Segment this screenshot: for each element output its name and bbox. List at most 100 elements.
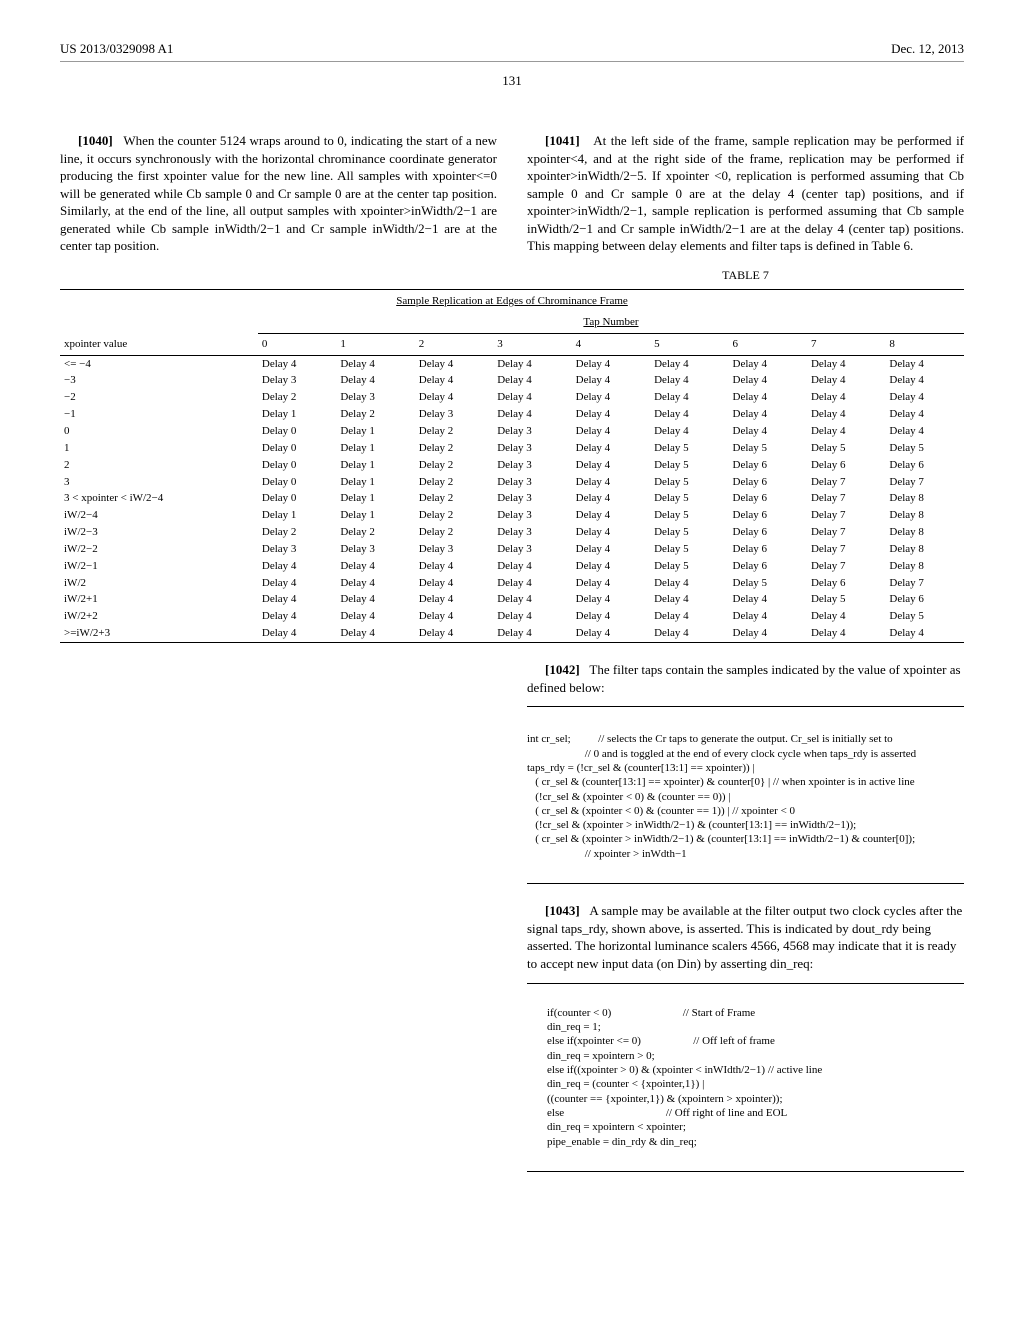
- cell: Delay 0: [258, 440, 336, 457]
- cell: Delay 2: [415, 457, 493, 474]
- cell: Delay 3: [493, 490, 571, 507]
- cell: Delay 1: [258, 507, 336, 524]
- cell: Delay 4: [415, 591, 493, 608]
- cell: Delay 4: [572, 608, 650, 625]
- table-row: 3Delay 0Delay 1Delay 2Delay 3Delay 4Dela…: [60, 474, 964, 491]
- table-row: iW/2−4Delay 1Delay 1Delay 2Delay 3Delay …: [60, 507, 964, 524]
- cell: Delay 5: [729, 575, 807, 592]
- cell: Delay 4: [258, 625, 336, 642]
- cell: Delay 4: [650, 389, 728, 406]
- cell: Delay 6: [729, 507, 807, 524]
- cell: Delay 1: [336, 423, 414, 440]
- cell: Delay 4: [336, 355, 414, 372]
- cell: Delay 4: [650, 372, 728, 389]
- para-number: [1042]: [545, 662, 580, 677]
- para-text: A sample may be available at the filter …: [527, 903, 962, 971]
- cell: Delay 2: [415, 490, 493, 507]
- cell: Delay 4: [336, 558, 414, 575]
- cell: Delay 4: [572, 541, 650, 558]
- cell: Delay 6: [729, 524, 807, 541]
- cell: Delay 4: [807, 625, 885, 642]
- row-key: −2: [60, 389, 258, 406]
- tap-col-header: 6: [729, 333, 807, 355]
- cell: Delay 4: [415, 558, 493, 575]
- cell: Delay 4: [336, 591, 414, 608]
- cell: Delay 4: [415, 389, 493, 406]
- cell: Delay 4: [493, 372, 571, 389]
- cell: Delay 4: [336, 608, 414, 625]
- cell: Delay 4: [885, 389, 964, 406]
- cell: Delay 4: [729, 591, 807, 608]
- cell: Delay 4: [493, 406, 571, 423]
- cell: Delay 4: [729, 372, 807, 389]
- cell: Delay 5: [650, 507, 728, 524]
- row-key: iW/2+2: [60, 608, 258, 625]
- cell: Delay 4: [572, 575, 650, 592]
- cell: Delay 5: [650, 474, 728, 491]
- cell: Delay 4: [415, 608, 493, 625]
- cell: Delay 4: [415, 372, 493, 389]
- cell: Delay 4: [807, 406, 885, 423]
- table-row: iW/2+1Delay 4Delay 4Delay 4Delay 4Delay …: [60, 591, 964, 608]
- tap-col-header: 0: [258, 333, 336, 355]
- cell: Delay 8: [885, 490, 964, 507]
- cell: Delay 4: [258, 355, 336, 372]
- cell: Delay 3: [493, 423, 571, 440]
- cell: Delay 6: [729, 474, 807, 491]
- para-text: At the left side of the frame, sample re…: [527, 133, 964, 253]
- cell: Delay 4: [807, 372, 885, 389]
- cell: Delay 4: [885, 625, 964, 642]
- paragraph-1041: [1041] At the left side of the frame, sa…: [527, 132, 964, 255]
- tap-col-header: 3: [493, 333, 571, 355]
- cell: Delay 3: [493, 507, 571, 524]
- cell: Delay 0: [258, 474, 336, 491]
- cell: Delay 2: [258, 389, 336, 406]
- cell: Delay 2: [415, 423, 493, 440]
- table-row: iW/2−3Delay 2Delay 2Delay 2Delay 3Delay …: [60, 524, 964, 541]
- cell: Delay 7: [807, 558, 885, 575]
- para-text: When the counter 5124 wraps around to 0,…: [60, 133, 497, 253]
- table7-container: TABLE 7: [512, 267, 964, 283]
- code-text: if(counter < 0) // Start of Frame din_re…: [547, 1007, 822, 1148]
- cell: Delay 7: [807, 474, 885, 491]
- row-key: iW/2−2: [60, 541, 258, 558]
- cell: Delay 5: [650, 558, 728, 575]
- cell: Delay 4: [572, 372, 650, 389]
- table-row: <= −4Delay 4Delay 4Delay 4Delay 4Delay 4…: [60, 355, 964, 372]
- right-continuation: [1042] The filter taps contain the sampl…: [512, 661, 964, 1172]
- cell: Delay 4: [885, 406, 964, 423]
- cell: Delay 7: [885, 575, 964, 592]
- cell: Delay 4: [336, 625, 414, 642]
- cell: Delay 7: [807, 541, 885, 558]
- para-number: [1041]: [545, 133, 580, 148]
- cell: Delay 7: [807, 524, 885, 541]
- cell: Delay 4: [258, 591, 336, 608]
- cell: Delay 1: [336, 440, 414, 457]
- cell: Delay 5: [885, 440, 964, 457]
- para-number: [1040]: [78, 133, 113, 148]
- table-row: −3Delay 3Delay 4Delay 4Delay 4Delay 4Del…: [60, 372, 964, 389]
- row-key: iW/2−3: [60, 524, 258, 541]
- cell: Delay 4: [493, 591, 571, 608]
- cell: Delay 8: [885, 507, 964, 524]
- cell: Delay 6: [729, 541, 807, 558]
- tap-col-header: 5: [650, 333, 728, 355]
- cell: Delay 4: [493, 608, 571, 625]
- cell: Delay 1: [336, 474, 414, 491]
- cell: Delay 2: [415, 524, 493, 541]
- row-key: −3: [60, 372, 258, 389]
- cell: Delay 1: [258, 406, 336, 423]
- cell: Delay 2: [415, 507, 493, 524]
- col-header-first: xpointer value: [60, 333, 258, 355]
- table-row: 3 < xpointer < iW/2−4Delay 0Delay 1Delay…: [60, 490, 964, 507]
- row-key: iW/2+1: [60, 591, 258, 608]
- row-key: 0: [60, 423, 258, 440]
- cell: Delay 3: [493, 474, 571, 491]
- cell: Delay 4: [258, 608, 336, 625]
- cell: Delay 0: [258, 457, 336, 474]
- row-key: 1: [60, 440, 258, 457]
- cell: Delay 4: [493, 558, 571, 575]
- cell: Delay 4: [729, 625, 807, 642]
- paragraph-1043: [1043] A sample may be available at the …: [527, 902, 964, 972]
- tap-header: Tap Number: [583, 316, 638, 328]
